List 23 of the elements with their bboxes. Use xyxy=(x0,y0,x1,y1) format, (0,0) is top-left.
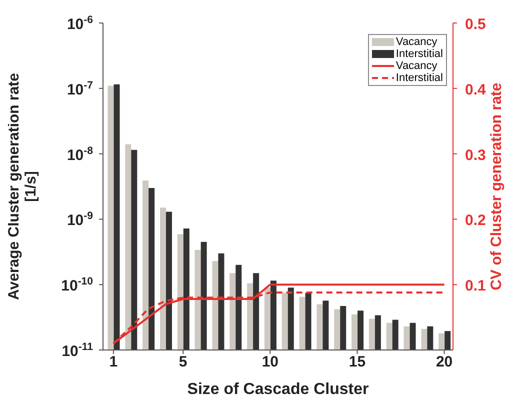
y2-tick-label: 0.1 xyxy=(465,278,486,295)
y-tick-label: 10$^{-8}$ xyxy=(66,144,94,164)
y2-tick-label: 0.5 xyxy=(465,16,486,33)
x-tick-label: 20 xyxy=(436,354,453,371)
x-tick-label: 10 xyxy=(262,354,279,371)
x-tick-label: 15 xyxy=(348,354,366,371)
y-tick-label: 10$^{-10}$ xyxy=(61,276,94,295)
legend-label: Vacancy xyxy=(396,36,438,48)
legend-label: Interstitial xyxy=(396,72,443,84)
y-tick-label: 10$^{-11}$ xyxy=(62,341,94,360)
y-axis-title: Average Cluster generation rate [1/s] xyxy=(6,72,40,300)
legend-label: Interstitial xyxy=(396,48,443,60)
y-tick-label: 10$^{-9}$ xyxy=(66,210,94,230)
y2-tick-label: 0.4 xyxy=(465,81,487,98)
y-tick-label: 10$^{-7}$ xyxy=(66,79,94,98)
legend-label: Vacancy xyxy=(396,60,438,72)
y-tick-label: 10$^{-6}$ xyxy=(66,14,94,33)
y2-tick-label: 0.2 xyxy=(465,212,486,230)
y2-axis-title: CV of Cluster generation rate xyxy=(488,82,505,290)
y2-tick-label: 0.3 xyxy=(465,146,486,164)
x-tick-label: 1 xyxy=(109,354,118,371)
x-axis-title: Size of Cascade Cluster xyxy=(187,381,369,398)
x-tick-label: 5 xyxy=(178,354,188,371)
